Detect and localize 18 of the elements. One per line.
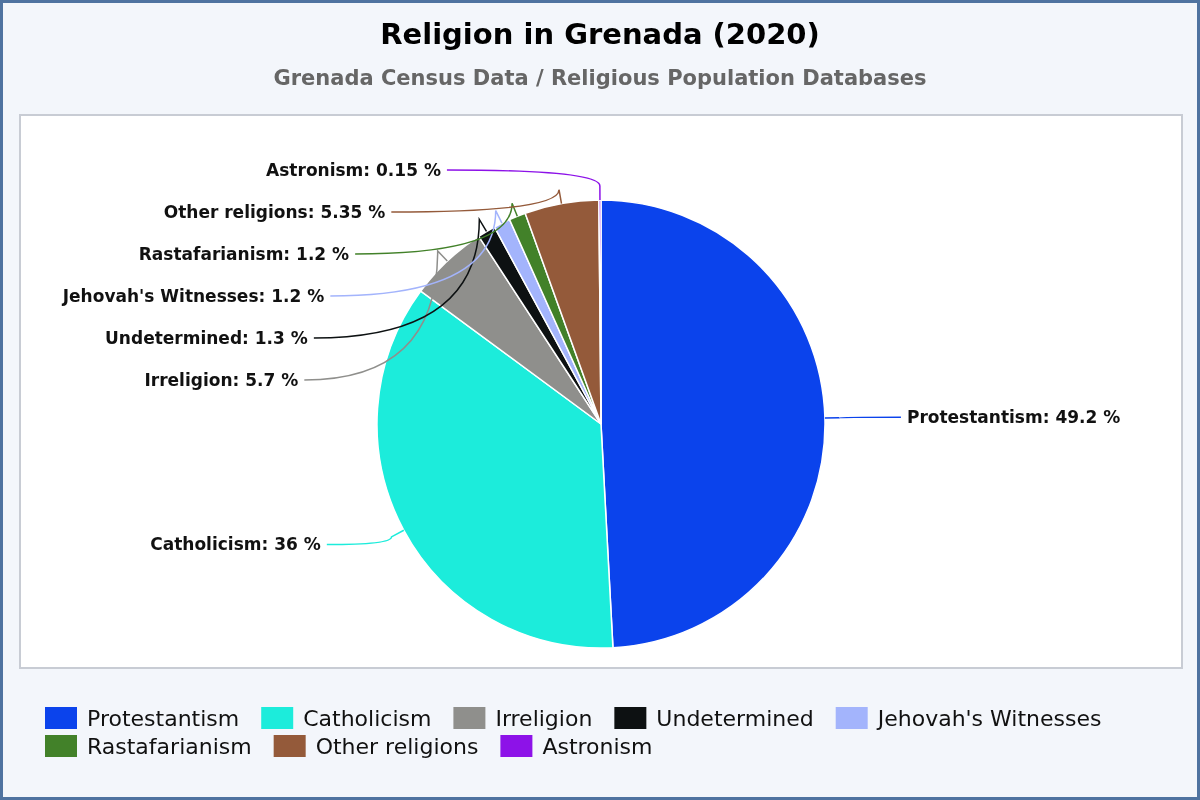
data-label: Undetermined: 1.3 %: [105, 327, 308, 348]
legend-label: Jehovah's Witnesses: [875, 705, 1102, 731]
data-label: Irreligion: 5.7 %: [144, 369, 299, 390]
data-label: Rastafarianism: 1.2 %: [138, 243, 350, 264]
chart-title: Religion in Grenada (2020): [380, 17, 820, 51]
legend-label: Rastafarianism: [87, 733, 252, 759]
chart-subtitle: Grenada Census Data / Religious Population Databases: [273, 66, 927, 90]
legend-label: Undetermined: [656, 705, 814, 731]
legend-label: Other religions: [315, 733, 479, 759]
data-label: Catholicism: 36 %: [150, 534, 321, 555]
legend-label: Catholicism: [303, 705, 432, 731]
legend-label: Astronism: [542, 733, 653, 759]
data-label: Protestantism: 49.2 %: [906, 407, 1121, 428]
legend-label: Protestantism: [87, 705, 240, 731]
data-label: Jehovah's Witnesses: 1.2 %: [61, 285, 325, 306]
data-label: Other religions: 5.35 %: [163, 201, 386, 222]
data-label: Astronism: 0.15 %: [266, 159, 441, 180]
legend-label: Irreligion: [495, 705, 593, 731]
